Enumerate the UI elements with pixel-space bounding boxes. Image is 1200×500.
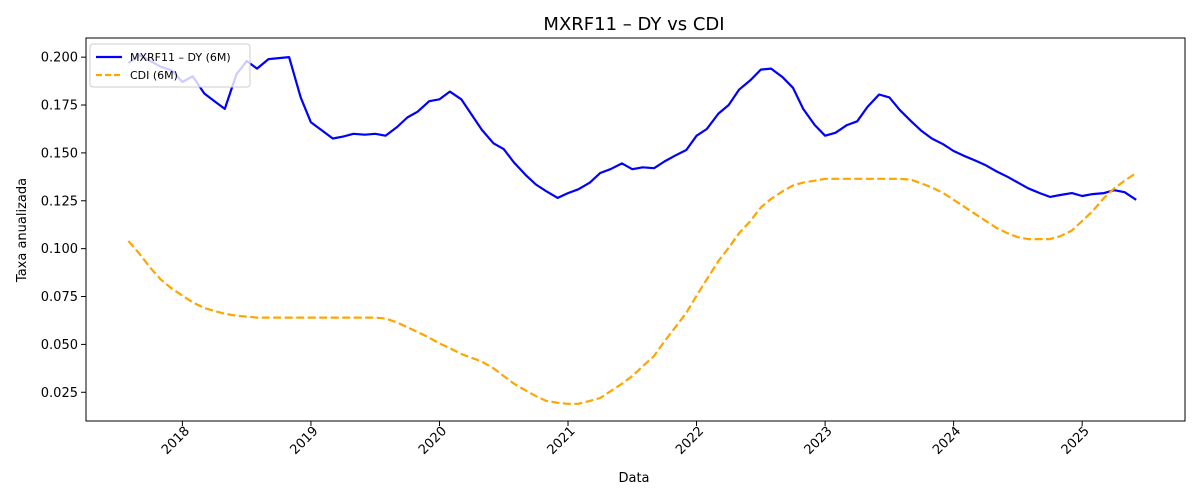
series-line-cdi	[127, 172, 1137, 405]
y-tick-label: 0.200	[41, 51, 78, 66]
x-tick-label: 2020	[416, 424, 450, 458]
x-tick-label: 2023	[802, 424, 836, 458]
x-tick-label: 2021	[545, 424, 579, 458]
y-tick-label: 0.025	[41, 386, 78, 401]
y-tick-label: 0.050	[41, 338, 78, 353]
x-tick-label: 2022	[673, 424, 707, 458]
chart-title: MXRF11 – DY vs CDI	[543, 14, 724, 35]
x-tick-label: 2025	[1059, 424, 1093, 458]
legend-entry-label: CDI (6M)	[130, 69, 178, 82]
x-tick-label: 2024	[930, 424, 964, 458]
legend-entry-label: MXRF11 – DY (6M)	[130, 51, 231, 64]
x-tick-label: 2019	[287, 424, 321, 458]
series-lines	[127, 54, 1137, 405]
x-axis: 2018 2019 2020 2021 2022 2023 2024 2025	[159, 421, 1093, 458]
y-tick-label: 0.175	[41, 99, 78, 114]
plot-area-frame	[85, 37, 1186, 422]
x-tick-label: 2018	[159, 424, 193, 458]
y-tick-label: 0.075	[41, 290, 78, 305]
legend-frame	[89, 43, 251, 88]
y-tick-label: 0.125	[41, 194, 78, 209]
y-axis: 0.025 0.050 0.075 0.100 0.125 0.150 0.175 0.200	[41, 51, 86, 401]
y-tick-label: 0.100	[41, 242, 78, 257]
x-axis-label: Data	[618, 471, 649, 486]
y-axis-label: Taxa anualizada	[15, 178, 30, 283]
y-tick-label: 0.150	[41, 146, 78, 161]
legend: MXRF11 – DY (6M) CDI (6M)	[89, 43, 251, 88]
series-line-mxrf11-dy	[127, 54, 1137, 201]
